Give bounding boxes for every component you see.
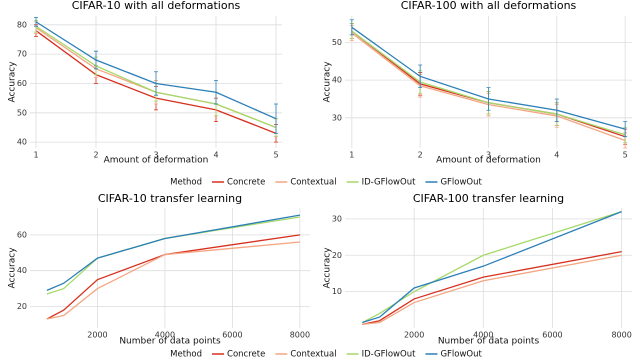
y-tick-label: 60 [17, 230, 27, 239]
x-tick-label: 3 [486, 151, 491, 160]
y-tick-label: 30 [332, 214, 342, 223]
legend-title: Method [170, 350, 202, 360]
series-line [362, 250, 622, 326]
x-tick-label: 2000 [87, 331, 107, 340]
y-tick-label: 40 [332, 76, 342, 85]
y-axis-label: Accuracy [8, 247, 18, 289]
x-tick-label: 4000 [473, 331, 493, 340]
x-tick-label: 5 [273, 151, 278, 160]
x-tick-label: 3 [153, 151, 158, 160]
x-tick-label: 2000 [404, 331, 424, 340]
x-tick-label: 4 [554, 151, 559, 160]
series-line [362, 211, 622, 324]
y-tick-label: 50 [332, 38, 342, 47]
error-bar [349, 19, 354, 36]
legend-title: Method [170, 178, 202, 188]
y-tick-label: 10 [332, 287, 342, 296]
chart-title: CIFAR-100 transfer learning [413, 192, 564, 205]
x-axis-label: Amount of deformation [104, 156, 209, 166]
y-tick-label: 80 [17, 20, 27, 29]
y-tick-label: 20 [17, 302, 27, 311]
chart-title: CIFAR-100 with all deformations [401, 0, 577, 12]
x-tick-label: 2 [418, 151, 423, 160]
x-tick-label: 4 [213, 151, 218, 160]
legend-label: ID-GFlowOut [362, 350, 416, 360]
legend-label: ID-GFlowOut [362, 178, 416, 188]
series-line [46, 234, 300, 320]
legend-label: GFlowOut [440, 350, 482, 360]
x-tick-label: 6000 [542, 331, 562, 340]
x-tick-label: 1 [349, 151, 354, 160]
x-tick-label: 2 [93, 151, 98, 160]
y-tick-label: 60 [17, 79, 27, 88]
x-axis-label: Amount of deformation [436, 156, 541, 166]
y-tick-label: 50 [17, 108, 27, 117]
series-line [35, 21, 277, 120]
x-tick-label: 5 [623, 151, 628, 160]
y-axis-label: Accuracy [323, 247, 333, 289]
x-tick-label: 6000 [222, 331, 242, 340]
series-line [46, 216, 300, 295]
chart-title: CIFAR-10 with all deformations [72, 0, 241, 12]
series-line [46, 241, 300, 320]
legend-label: Contextual [290, 178, 336, 188]
y-tick-label: 70 [17, 50, 27, 59]
series-line [351, 26, 626, 130]
series-line [362, 254, 622, 326]
y-tick-label: 40 [17, 266, 27, 275]
y-axis-label: Accuracy [323, 61, 333, 103]
series-line [361, 211, 622, 324]
x-axis-label: Number of data points [119, 337, 221, 347]
x-tick-label: 1 [33, 151, 38, 160]
series-line [46, 214, 300, 291]
legend-label: Concrete [227, 178, 265, 188]
legend-label: Contextual [290, 350, 336, 360]
x-axis-label: Number of data points [438, 337, 540, 347]
y-axis-label: Accuracy [8, 61, 18, 103]
y-tick-label: 40 [17, 138, 27, 147]
legend-label: Concrete [227, 350, 265, 360]
x-tick-label: 8000 [290, 331, 310, 340]
y-tick-label: 30 [332, 113, 342, 122]
x-tick-label: 4000 [155, 331, 175, 340]
chart-title: CIFAR-10 transfer learning [98, 192, 242, 205]
legend-label: GFlowOut [440, 178, 482, 188]
x-tick-label: 8000 [611, 331, 631, 340]
y-tick-label: 20 [332, 251, 342, 260]
error-bar [623, 121, 628, 138]
